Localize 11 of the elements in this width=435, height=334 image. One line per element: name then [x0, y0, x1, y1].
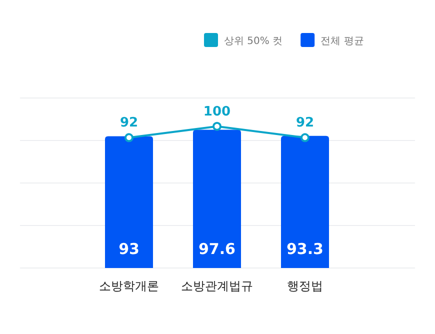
legend-label: 상위 50% 컷 — [224, 36, 283, 47]
data-label: 100 — [203, 104, 231, 120]
data-label: 93 — [118, 240, 140, 258]
data-label: 97.6 — [198, 240, 236, 258]
x-tick-label: 소방학개론 — [99, 279, 159, 293]
x-tick-label: 소방관계법규 — [181, 279, 253, 293]
data-label: 92 — [296, 116, 314, 131]
data-label: 93.3 — [286, 240, 324, 258]
legend-label: 전체 평균 — [320, 36, 364, 47]
data-label: 92 — [120, 116, 138, 131]
x-tick-label: 행정법 — [287, 279, 323, 293]
